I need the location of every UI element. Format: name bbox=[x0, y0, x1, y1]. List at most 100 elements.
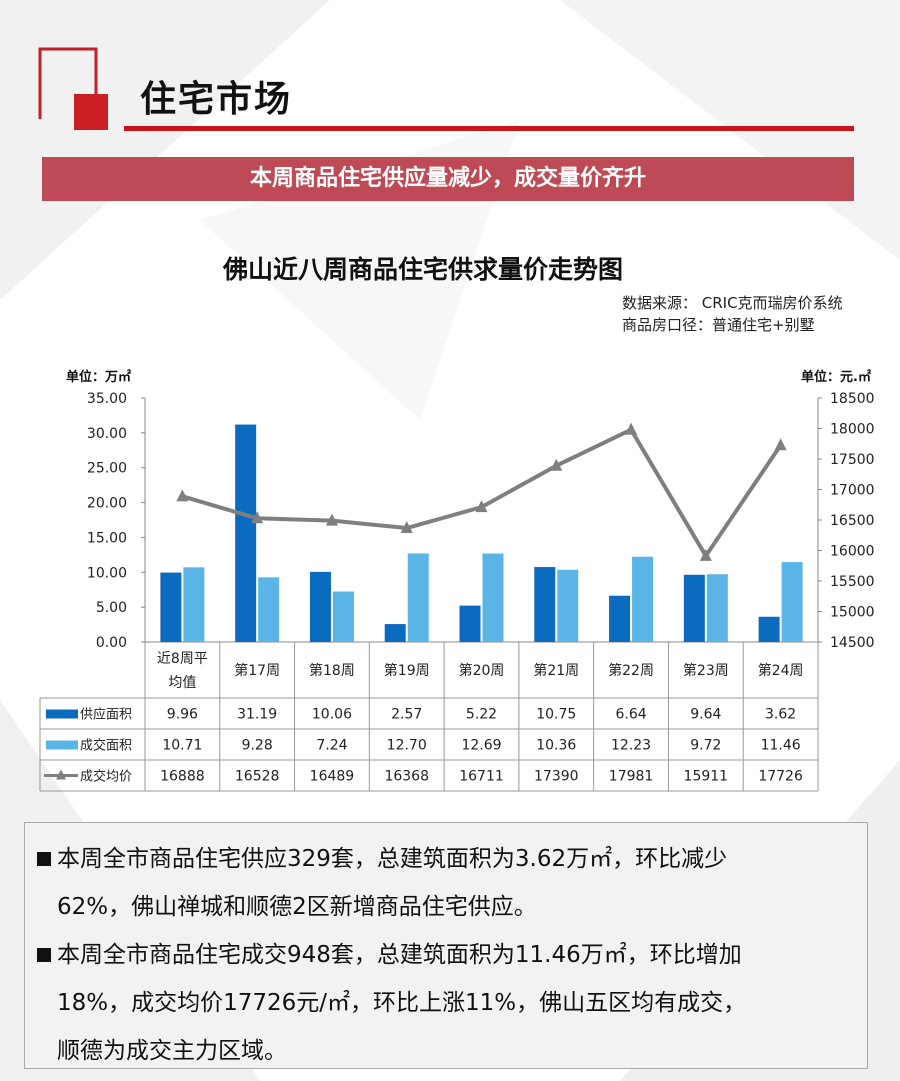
y-left-tick-label: 10.00 bbox=[87, 565, 127, 581]
x-tick-label: 第23周 bbox=[683, 662, 729, 679]
y-right-tick-label: 16500 bbox=[830, 513, 875, 529]
line-point-avg-price bbox=[475, 500, 488, 513]
x-tick-label: 第21周 bbox=[533, 662, 579, 679]
line-point-avg-price bbox=[774, 438, 787, 451]
summary-line: 本周全市商品住宅供应329套，总建筑面积为3.62万㎡，环比减少 bbox=[57, 846, 728, 872]
data-label: 17726 bbox=[758, 769, 803, 785]
data-label: 16711 bbox=[459, 769, 504, 785]
scope-line: 商品房口径：普通住宅+别墅 bbox=[622, 316, 815, 334]
summary-line: 本周全市商品住宅成交948套，总建筑面积为11.46万㎡，环比增加 bbox=[57, 942, 742, 968]
line-point-avg-price bbox=[176, 489, 189, 502]
data-label: 17981 bbox=[609, 769, 654, 785]
y-right-tick-label: 17500 bbox=[830, 452, 875, 468]
data-label: 3.62 bbox=[765, 707, 796, 723]
y-right-tick-label: 14500 bbox=[830, 635, 875, 651]
bar-transaction-area bbox=[258, 577, 280, 642]
data-label: 15911 bbox=[684, 769, 729, 785]
legend-label: 成交均价 bbox=[80, 769, 132, 785]
y-right-tick-label: 15000 bbox=[830, 605, 875, 621]
bar-transaction-area bbox=[482, 553, 504, 642]
y-left-tick-label: 20.00 bbox=[87, 496, 127, 512]
data-label: 16368 bbox=[384, 769, 429, 785]
y-right-tick-label: 16000 bbox=[830, 544, 875, 560]
legend-marker bbox=[56, 769, 66, 780]
line-point-avg-price bbox=[325, 513, 338, 526]
data-label: 12.69 bbox=[461, 738, 501, 754]
summary-line: 62%，佛山禅城和顺德2区新增商品住宅供应。 bbox=[57, 894, 537, 920]
y-right-tick-label: 17000 bbox=[830, 483, 875, 499]
data-label: 16528 bbox=[235, 769, 280, 785]
right-axis-unit: 单位：元.㎡ bbox=[801, 370, 871, 385]
bar-transaction-area bbox=[332, 591, 354, 642]
data-label: 9.72 bbox=[690, 738, 721, 754]
legend-swatch bbox=[46, 740, 78, 750]
y-right-tick-label: 18500 bbox=[830, 391, 875, 407]
data-label: 9.64 bbox=[690, 707, 721, 723]
data-label: 16888 bbox=[160, 769, 205, 785]
data-label: 16489 bbox=[310, 769, 355, 785]
source-note: 数据来源： CRIC克而瑞房价系统 商品房口径：普通住宅+别墅 bbox=[622, 292, 843, 336]
summary-item-supply: 本周全市商品住宅供应329套，总建筑面积为3.62万㎡，环比减少 62%，佛山禅… bbox=[37, 835, 857, 931]
y-left-tick-label: 30.00 bbox=[87, 426, 127, 442]
logo-square bbox=[74, 94, 108, 130]
summary-item-transaction: 本周全市商品住宅成交948套，总建筑面积为11.46万㎡，环比增加 18%，成交… bbox=[37, 931, 857, 1075]
x-tick-label: 第20周 bbox=[459, 662, 505, 679]
headline-banner: 本周商品住宅供应量减少，成交量价齐升 bbox=[42, 157, 854, 201]
bar-transaction-area bbox=[183, 567, 205, 642]
data-label: 10.75 bbox=[536, 707, 576, 723]
line-point-avg-price bbox=[625, 422, 638, 435]
bar-supply-area bbox=[609, 595, 631, 642]
data-label: 11.46 bbox=[761, 738, 801, 754]
x-tick-label: 第24周 bbox=[758, 662, 804, 679]
y-left-tick-label: 5.00 bbox=[96, 600, 127, 616]
data-label: 7.24 bbox=[316, 738, 347, 754]
line-point-avg-price bbox=[400, 521, 413, 534]
line-point-avg-price bbox=[251, 511, 264, 524]
legend-label: 成交面积 bbox=[80, 738, 132, 754]
summary-line: 顺德为成交主力区域。 bbox=[57, 1038, 287, 1064]
data-label: 31.19 bbox=[237, 707, 277, 723]
data-label: 6.64 bbox=[615, 707, 646, 723]
bar-transaction-area bbox=[632, 556, 654, 642]
summary-line: 18%，成交均价17726元/㎡，环比上涨11%，佛山五区均有成交， bbox=[57, 990, 747, 1016]
bar-transaction-area bbox=[557, 569, 579, 642]
x-tick-label: 第22周 bbox=[608, 662, 654, 679]
bar-transaction-area bbox=[706, 574, 728, 642]
x-tick-label: 第18周 bbox=[309, 662, 355, 679]
data-label: 10.06 bbox=[312, 707, 352, 723]
source-line: 数据来源： CRIC克而瑞房价系统 bbox=[622, 294, 843, 312]
data-label: 9.28 bbox=[242, 738, 273, 754]
y-left-tick-label: 35.00 bbox=[87, 391, 127, 407]
chart-title: 佛山近八周商品住宅供求量价走势图 bbox=[222, 255, 623, 284]
x-tick-label: 第19周 bbox=[384, 662, 430, 679]
bar-supply-area bbox=[384, 624, 406, 642]
bar-supply-area bbox=[459, 605, 481, 642]
logo-frame bbox=[38, 47, 98, 119]
data-label: 17390 bbox=[534, 769, 579, 785]
bar-supply-area bbox=[683, 574, 705, 642]
y-right-tick-label: 15500 bbox=[830, 574, 875, 590]
data-label: 12.70 bbox=[387, 738, 427, 754]
line-avg-price bbox=[181, 427, 783, 558]
data-label: 9.96 bbox=[167, 707, 198, 723]
bar-transaction-area bbox=[781, 562, 803, 642]
x-tick-label: 第17周 bbox=[234, 662, 280, 679]
y-left-tick-label: 15.00 bbox=[87, 530, 127, 546]
data-label: 5.22 bbox=[466, 707, 497, 723]
title-underline bbox=[124, 126, 854, 131]
bullet-icon bbox=[37, 852, 51, 866]
bar-supply-area bbox=[160, 572, 182, 642]
bar-supply-area bbox=[235, 424, 257, 642]
data-label: 2.57 bbox=[391, 707, 422, 723]
left-axis-unit: 单位：万㎡ bbox=[66, 370, 132, 385]
bar-supply-area bbox=[534, 567, 556, 642]
summary-box: 本周全市商品住宅供应329套，总建筑面积为3.62万㎡，环比减少 62%，佛山禅… bbox=[24, 822, 868, 1069]
bar-supply-area bbox=[309, 571, 331, 642]
legend-swatch bbox=[46, 709, 78, 719]
data-label: 10.71 bbox=[162, 738, 202, 754]
data-label: 12.23 bbox=[611, 738, 651, 754]
y-right-tick-label: 18000 bbox=[830, 422, 875, 438]
line-point-avg-price bbox=[699, 548, 712, 561]
bullet-icon bbox=[37, 948, 51, 962]
